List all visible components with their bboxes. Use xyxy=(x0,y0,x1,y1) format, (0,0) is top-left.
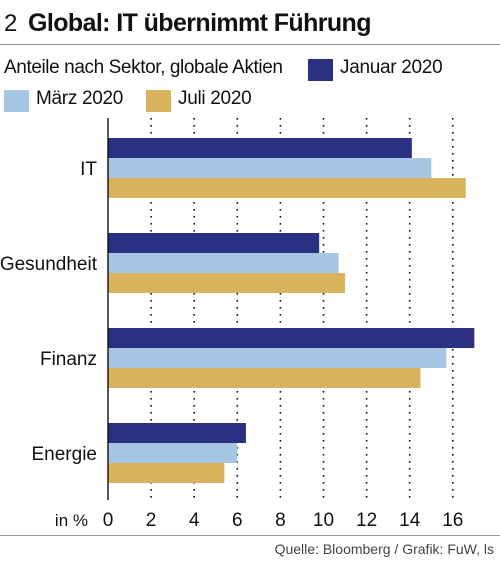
category-label-finanz: Finanz xyxy=(40,349,97,370)
category-label-gesundheit: Gesundheit xyxy=(0,254,98,275)
x-tick-label-14: 14 xyxy=(399,510,421,531)
chart-header: 2 Global: IT übernimmt Führung xyxy=(0,0,500,45)
bottom-rule xyxy=(0,535,500,536)
bar-it-0 xyxy=(108,138,412,158)
x-tick-label-16: 16 xyxy=(442,510,463,531)
bar-gesundheit-1 xyxy=(108,253,339,273)
x-unit-label: in % xyxy=(55,511,88,530)
legend-swatch-maerz xyxy=(4,90,29,112)
bar-energie-1 xyxy=(108,443,238,463)
x-tick-label-12: 12 xyxy=(356,510,377,531)
bar-it-1 xyxy=(108,158,432,178)
bar-finanz-2 xyxy=(108,368,421,388)
x-tick-label-0: 0 xyxy=(103,510,114,531)
bar-energie-2 xyxy=(108,463,225,483)
bar-gesundheit-0 xyxy=(108,233,320,253)
bar-gesundheit-2 xyxy=(108,273,346,293)
chart-subtitle: Anteile nach Sektor, globale Aktien xyxy=(4,57,283,78)
x-tick-label-8: 8 xyxy=(275,510,286,531)
legend-swatch-juli xyxy=(146,90,171,112)
bar-energie-0 xyxy=(108,423,246,443)
category-label-energie: Energie xyxy=(32,444,98,465)
x-tick-label-2: 2 xyxy=(146,510,157,531)
source-note: Quelle: Bloomberg / Grafik: FuW, ls xyxy=(274,541,494,557)
chart-title: Global: IT übernimmt Führung xyxy=(28,9,372,37)
category-label-it: IT xyxy=(80,159,97,180)
legend-label-juli: Juli 2020 xyxy=(178,88,252,109)
figure-number: 2 xyxy=(4,10,18,37)
bar-finanz-1 xyxy=(108,348,447,368)
x-tick-label-6: 6 xyxy=(232,510,243,531)
bar-it-2 xyxy=(108,178,466,198)
x-tick-label-10: 10 xyxy=(313,510,334,531)
bar-finanz-0 xyxy=(108,328,475,348)
legend-swatch-januar xyxy=(308,59,333,81)
legend-label-maerz: März 2020 xyxy=(36,88,124,109)
legend-label-januar: Januar 2020 xyxy=(340,57,443,78)
x-tick-label-4: 4 xyxy=(189,510,200,531)
